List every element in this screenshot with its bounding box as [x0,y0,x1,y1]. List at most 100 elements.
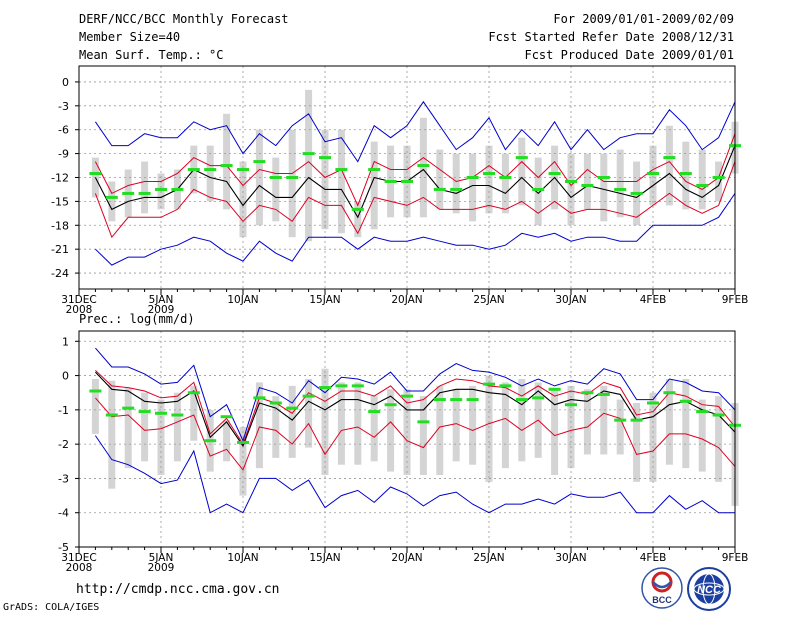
top-panel-xtick-label: 30JAN [555,294,586,306]
bottom-panel-range-box [337,382,345,465]
bottom-panel-range-box [387,389,395,472]
bottom-panel-range-box [583,389,591,455]
source-url-link[interactable]: http://cmdp.ncc.cma.gov.cn [76,582,280,597]
top-panel-range-box [469,153,477,222]
top-panel-range-box [141,161,149,214]
top-panel-xtick-label: 10JAN [227,294,258,306]
bottom-panel-range-box [715,396,723,482]
bottom-panel-range-box [633,403,641,482]
started-date-label: Fcst Started Refer Date 2008/12/31 [488,30,734,44]
bottom-panel-range-box [354,382,362,465]
top-panel-ytick-label: -24 [51,267,69,280]
ncc-logo-text: NCC [697,584,722,596]
bottom-panel-xtick-label: 20JAN [391,552,422,564]
top-panel-range-box [305,89,313,242]
top-panel-xtick-label: 4FEB [640,294,667,306]
bottom-panel-range-box [665,379,673,465]
top-panel-range-box [239,161,247,238]
bottom-panel-range-box [272,396,280,458]
top-panel-upper-line [94,133,736,207]
top-panel-range-box [649,145,657,206]
bottom-panel-ytick-label: 0 [62,370,69,383]
top-panel-range-box [600,153,608,222]
bottom-panel-range-box [452,389,460,462]
bottom-panel-range-box [698,399,706,472]
top-panel-min-line [95,193,736,266]
top-panel-xtick-label: 20JAN [391,294,422,306]
bottom-panel-ytick-label: -3 [58,472,69,485]
bottom-panel-range-box [173,392,181,462]
bottom-panel-range-box [223,420,231,462]
bottom-panel-xtick-label: 25JAN [473,552,504,564]
bottom-panel-xtick-label: 9FEB [722,552,749,564]
bottom-panel-range-box [682,379,690,469]
bcc-logo-text: BCC [652,595,672,605]
top-panel-xtick-label: 25JAN [473,294,504,306]
top-panel-range-box [715,161,723,202]
top-panel-mean-line [94,145,736,219]
bottom-panel-range-box [436,385,444,475]
top-panel-range-box [518,137,526,206]
top-panel-xtick-label: 9FEB [722,294,749,306]
top-panel-range-box [665,125,673,206]
top-panel-range-box [534,157,542,226]
member-size-label: Member Size=40 [79,30,181,44]
bottom-panel-range-box [518,379,526,462]
bottom-panel-range-box [255,382,263,469]
bottom-panel-range-box [485,375,493,482]
bottom-panel-mean-line [95,371,736,448]
top-panel-xtick-sublabel: 2009 [148,304,175,316]
top-panel-ytick-label: -18 [51,219,69,232]
top-panel-lower-line [94,161,736,239]
bottom-panel-range-box [91,379,99,434]
bottom-panel-range-box [124,387,132,469]
top-panel-range-box [501,153,509,214]
bottom-panel-ytick-label: 1 [62,335,69,348]
bottom-panel-range-box [141,392,149,462]
top-panel-range-box [436,149,444,210]
top-panel-range-box [698,149,706,210]
bottom-panel-xtick-label: 31DEC [61,552,96,564]
bottom-panel-range-box [190,385,198,441]
top-panel-range-box [370,141,378,230]
top-panel-ytick-label: -12 [51,172,69,185]
variable-label: Mean Surf. Temp.: °C [79,48,224,62]
bottom-panel-min-line [94,435,735,514]
top-panel-range-box [108,181,116,222]
bcc-logo-icon: BCC [641,567,683,609]
bottom-panel-xtick-label: 10JAN [227,552,258,564]
bottom-panel-xtick-sublabel: 2008 [66,562,93,574]
bottom-panel-xtick-label: 5JAN [149,552,174,564]
bottom-panel-range-box [551,389,559,475]
produced-date-label: Fcst Produced Date 2009/01/01 [524,48,734,62]
bottom-panel-max-line [95,347,736,443]
bottom-panel-xtick-label: 4FEB [640,552,667,564]
bottom-panel-ytick-label: -5 [58,541,69,554]
top-panel-xtick-sublabel: 2008 [66,304,93,316]
bottom-panel-ytick-label: -2 [58,438,69,451]
bottom-panel-range-box [600,385,608,455]
top-panel-xtick-label: 15JAN [309,294,340,306]
forecast-period-label: For 2009/01/01-2009/02/09 [553,12,734,26]
top-panel-range-box [321,129,329,230]
bottom-panel-range-box [305,379,313,448]
top-panel-ytick-label: -6 [58,124,69,137]
top-panel-range-box [223,113,231,210]
bottom-panel-xtick-label: 30JAN [555,552,586,564]
bottom-panel-range-box [469,385,477,465]
bottom-panel-title: Prec.: log(mm/d) [79,312,195,326]
top-panel-range-box [354,201,362,238]
bottom-panel-range-box [288,385,296,458]
top-panel-range-box [337,129,345,234]
top-panel-range-box [452,153,460,214]
top-panel-range-box [206,145,214,202]
bottom-panel-range-box [419,396,427,475]
top-panel-range-box [272,157,280,222]
top-panel-max-line [94,100,736,163]
top-panel-ytick-label: -9 [58,148,69,161]
bottom-panel-lower-line [95,397,736,471]
top-panel-range-box [616,149,624,218]
bottom-panel-range-box [616,399,624,455]
chart-title: DERF/NCC/BCC Monthly Forecast [79,12,289,26]
